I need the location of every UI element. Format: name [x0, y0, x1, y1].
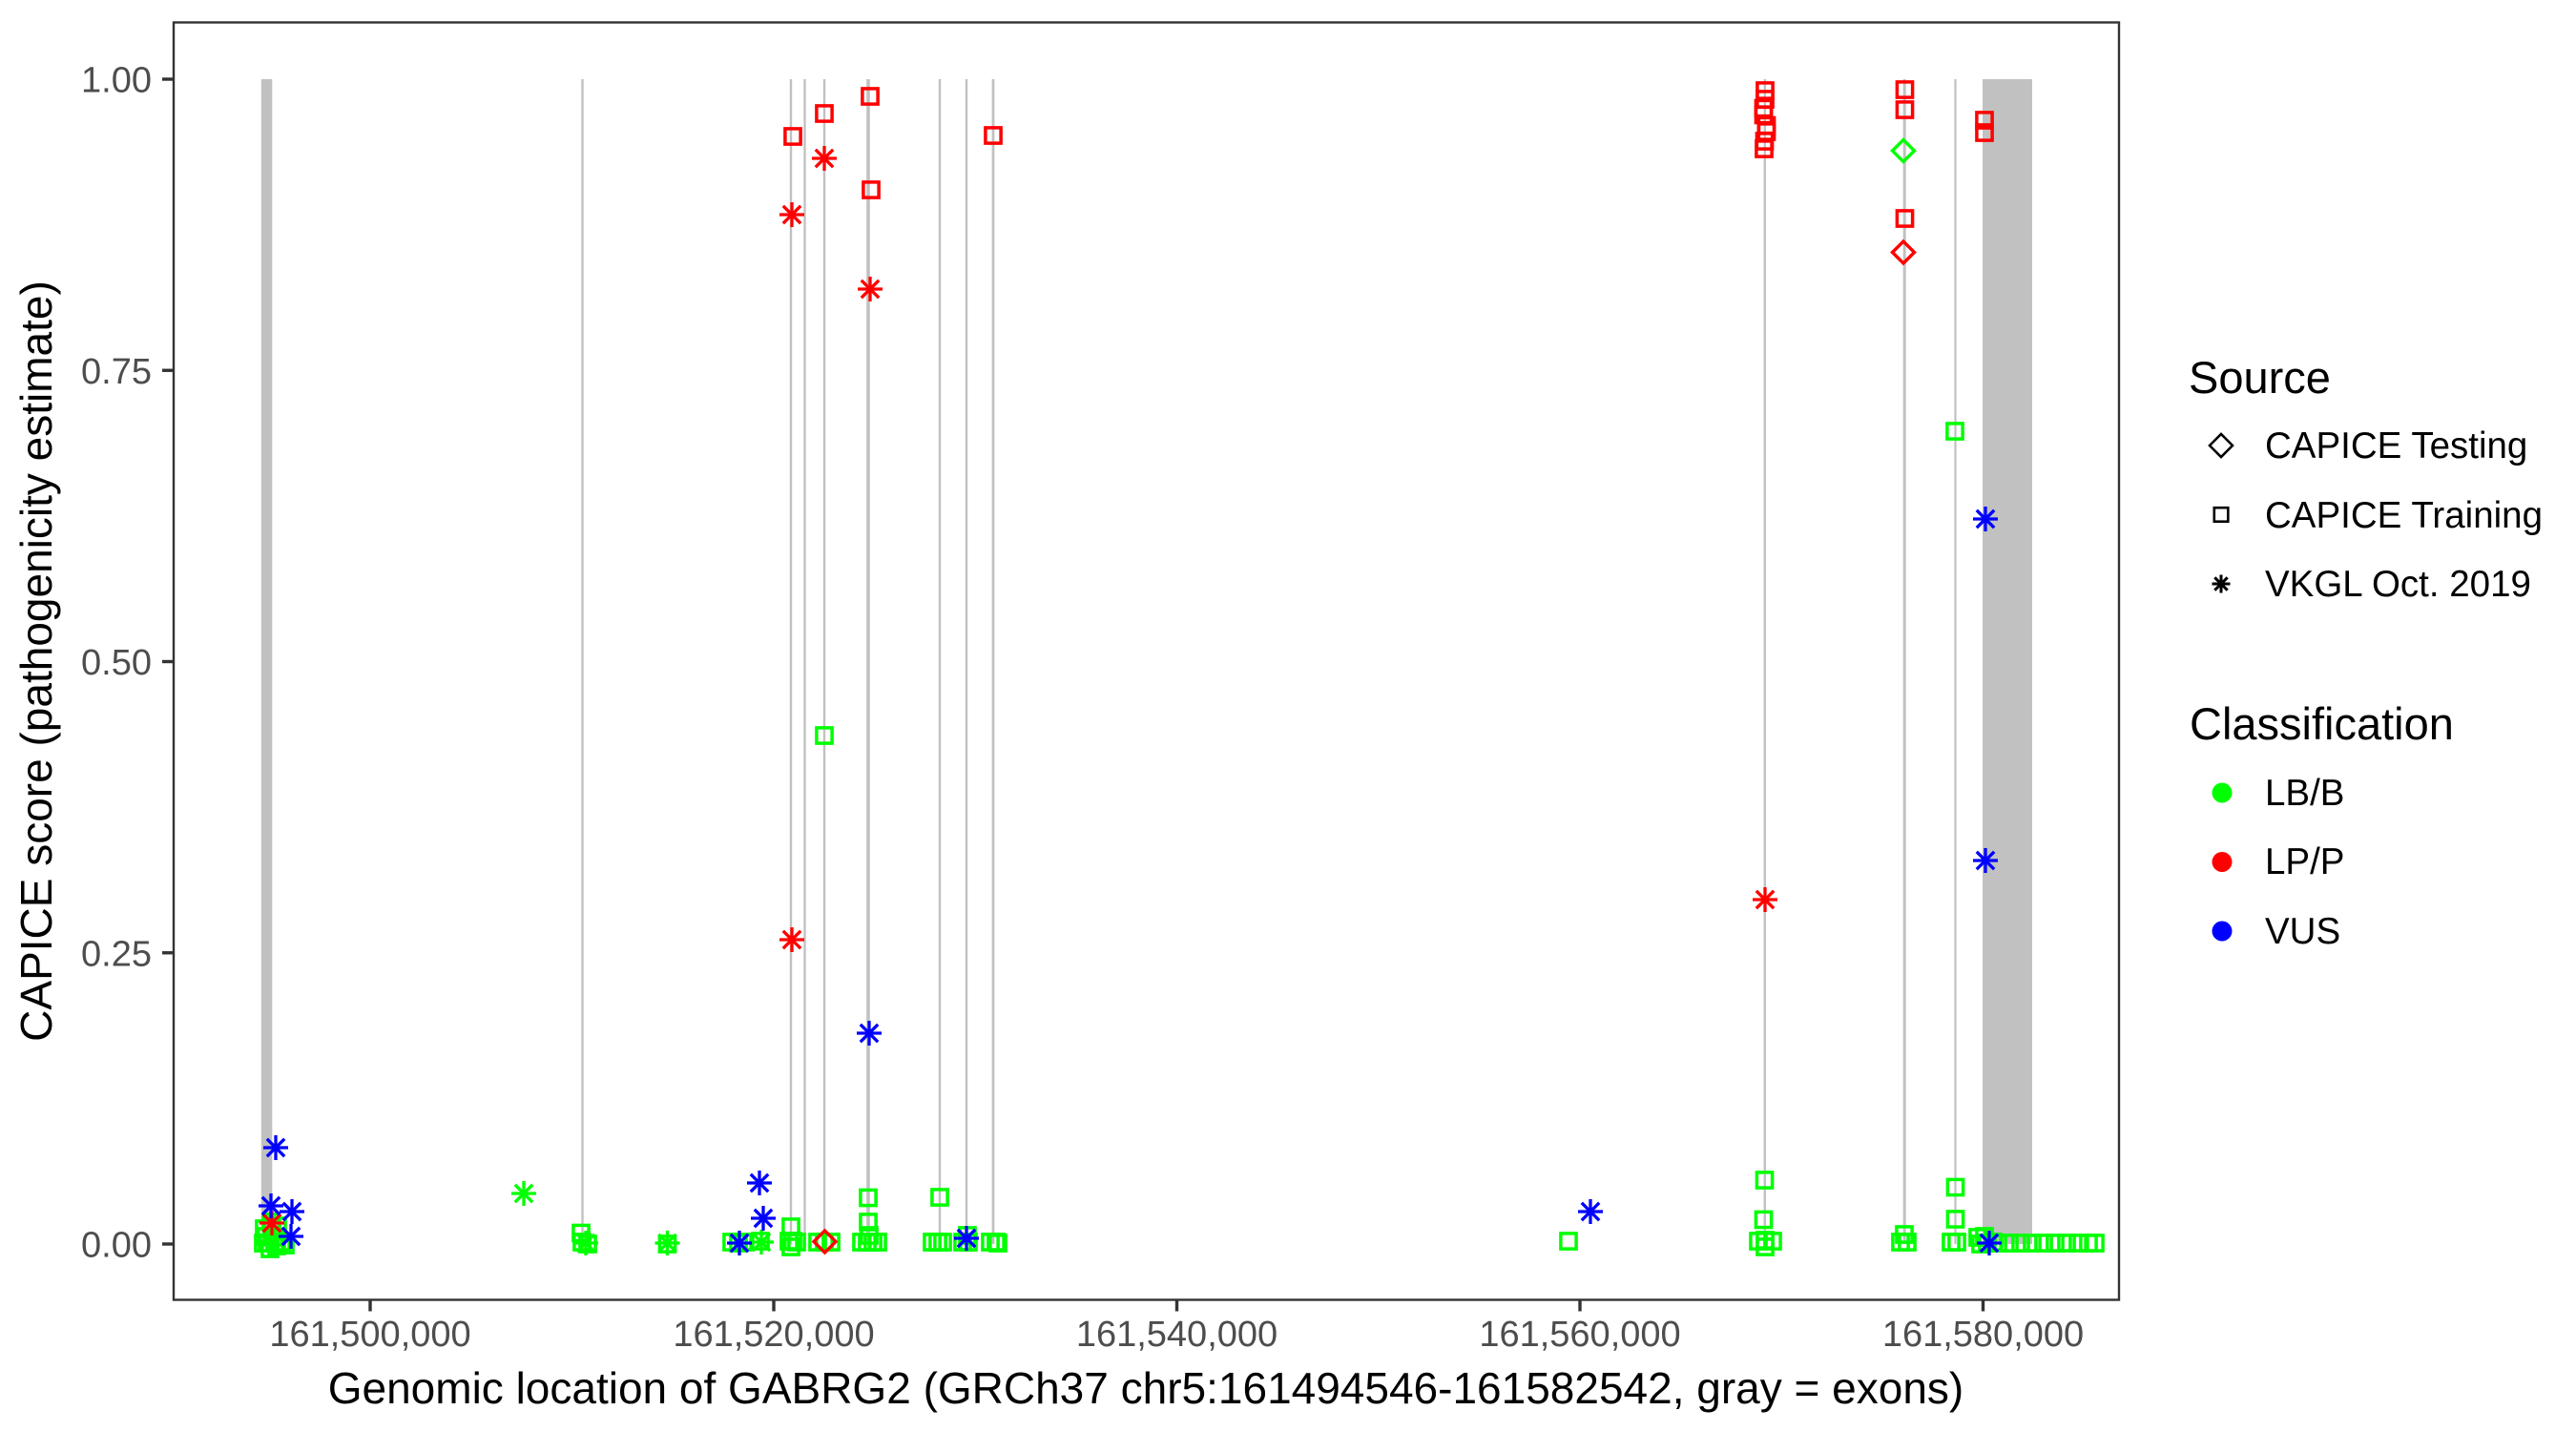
svg-text:1.00: 1.00 — [81, 61, 152, 101]
svg-text:VKGL Oct. 2019: VKGL Oct. 2019 — [2265, 564, 2531, 605]
svg-text:CAPICE score (pathogenicity es: CAPICE score (pathogenicity estimate) — [11, 280, 61, 1042]
svg-text:CAPICE Training: CAPICE Training — [2265, 495, 2543, 536]
svg-text:0.50: 0.50 — [81, 643, 152, 683]
svg-text:0.00: 0.00 — [81, 1226, 152, 1266]
svg-text:Source: Source — [2189, 352, 2331, 403]
svg-text:161,500,000: 161,500,000 — [269, 1315, 470, 1355]
svg-text:161,560,000: 161,560,000 — [1479, 1315, 1680, 1355]
svg-text:CAPICE Testing: CAPICE Testing — [2265, 425, 2527, 467]
svg-text:0.25: 0.25 — [81, 934, 152, 974]
svg-text:161,580,000: 161,580,000 — [1882, 1315, 2084, 1355]
svg-text:LB/B: LB/B — [2265, 773, 2344, 814]
svg-text:Genomic location of GABRG2 (GR: Genomic location of GABRG2 (GRCh37 chr5:… — [328, 1363, 1964, 1413]
svg-text:0.75: 0.75 — [81, 352, 152, 392]
svg-text:Classification: Classification — [2190, 698, 2454, 749]
svg-text:161,520,000: 161,520,000 — [673, 1315, 874, 1355]
svg-text:VUS: VUS — [2265, 911, 2340, 952]
svg-text:LP/P: LP/P — [2265, 841, 2344, 882]
svg-text:161,540,000: 161,540,000 — [1076, 1315, 1278, 1355]
